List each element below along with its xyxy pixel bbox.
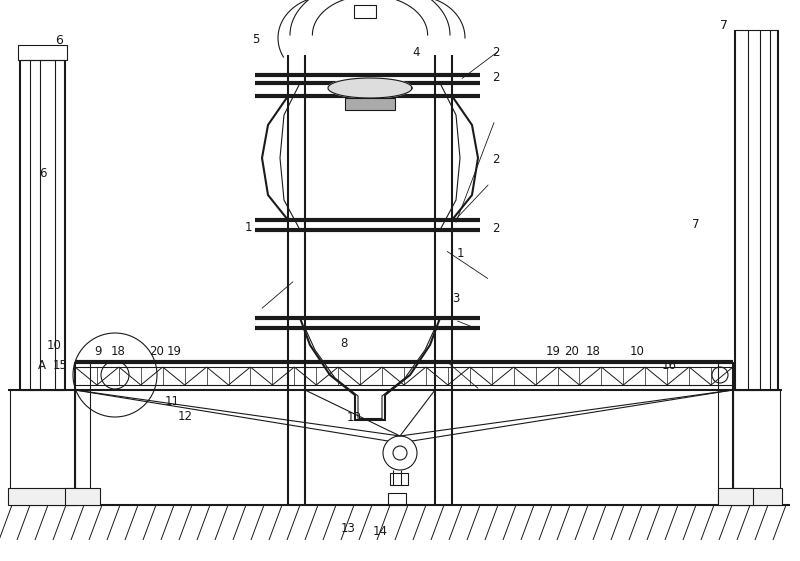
Text: 2: 2 [492, 222, 500, 236]
Text: A: A [38, 358, 46, 372]
Text: 19: 19 [546, 344, 561, 358]
Bar [65, 488, 100, 505]
Text: 2: 2 [492, 71, 500, 84]
Text: 7: 7 [692, 218, 700, 231]
Text: 5: 5 [252, 33, 260, 46]
Bar [390, 473, 408, 485]
Text: 20: 20 [564, 344, 578, 358]
Text: 8: 8 [340, 337, 348, 351]
Bar [354, 5, 376, 18]
Text: 6: 6 [38, 167, 46, 181]
Text: 10: 10 [47, 338, 62, 352]
Bar [388, 493, 406, 505]
Text: 15: 15 [53, 358, 67, 372]
Text: 9: 9 [94, 344, 102, 358]
Text: 10: 10 [347, 411, 362, 425]
Text: 2: 2 [492, 153, 500, 167]
Text: 2: 2 [492, 45, 500, 59]
Text: 4: 4 [412, 45, 420, 59]
Text: 11: 11 [165, 394, 179, 408]
Text: 12: 12 [178, 410, 193, 423]
Bar [8, 488, 77, 505]
Text: 13: 13 [341, 522, 355, 535]
Text: 6: 6 [55, 34, 63, 47]
Text: 20: 20 [150, 344, 164, 358]
Bar [718, 488, 753, 505]
Text: 18: 18 [586, 344, 601, 358]
Text: 16: 16 [662, 358, 676, 372]
Bar [345, 98, 395, 110]
Text: 1: 1 [244, 220, 252, 234]
Text: 14: 14 [373, 525, 387, 538]
Text: 7: 7 [720, 19, 728, 31]
Text: 18: 18 [111, 344, 126, 358]
Text: 19: 19 [167, 344, 182, 358]
Text: 3: 3 [452, 292, 460, 305]
Text: 10: 10 [630, 344, 644, 358]
Text: 1: 1 [456, 247, 464, 260]
Polygon shape [328, 78, 412, 98]
Bar [731, 488, 782, 505]
Bar [18, 45, 67, 60]
